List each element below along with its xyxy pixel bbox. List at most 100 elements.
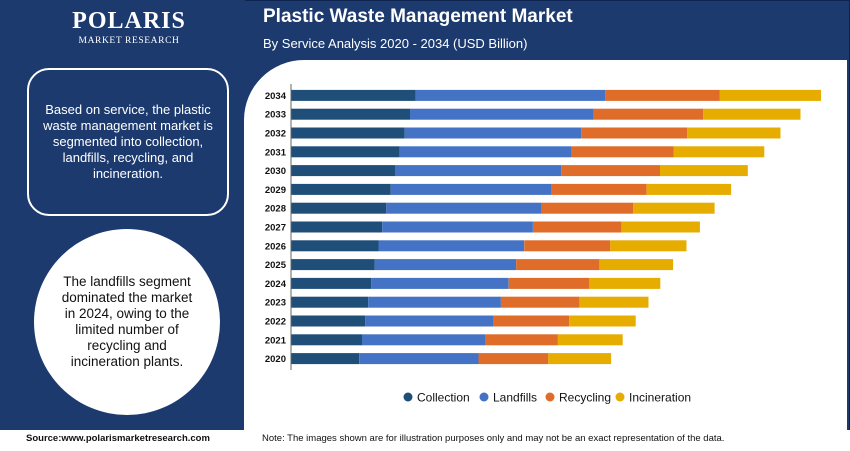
- info-box: Based on service, the plastic waste mana…: [27, 68, 229, 216]
- year-label-2026: 2026: [265, 241, 286, 252]
- bar-collection-2022: [291, 315, 366, 327]
- bar-recycling-2023: [500, 296, 580, 308]
- bar-landfills-2025: [374, 259, 517, 271]
- bar-landfills-2024: [371, 277, 509, 289]
- legend-marker-recycling: [545, 392, 555, 402]
- bar-collection-2023: [291, 296, 369, 308]
- bar-recycling-2034: [605, 89, 720, 101]
- bars-group: [290, 84, 821, 370]
- bar-recycling-2032: [581, 127, 688, 139]
- bar-landfills-2021: [362, 334, 485, 346]
- brand-tagline: MARKET RESEARCH: [78, 36, 180, 46]
- bar-collection-2028: [291, 202, 387, 214]
- bar-landfills-2027: [382, 221, 533, 233]
- bar-recycling-2024: [508, 277, 589, 289]
- bar-landfills-2022: [365, 315, 494, 327]
- bar-landfills-2034: [415, 89, 606, 101]
- bar-landfills-2029: [390, 183, 552, 195]
- info-text: Based on service, the plastic waste mana…: [43, 102, 213, 181]
- bar-recycling-2031: [571, 146, 674, 158]
- year-label-2025: 2025: [265, 260, 287, 271]
- bar-incineration-2023: [579, 296, 649, 308]
- bar-recycling-2026: [524, 240, 611, 252]
- highlight-circle: The landfills segment dominated the mark…: [34, 229, 220, 415]
- bar-incineration-2030: [660, 165, 748, 177]
- year-label-2029: 2029: [265, 185, 286, 196]
- bar-recycling-2025: [516, 259, 600, 271]
- bar-collection-2033: [291, 108, 410, 120]
- bar-incineration-2021: [557, 334, 623, 346]
- bar-collection-2025: [291, 259, 375, 271]
- bar-collection-2034: [291, 89, 416, 101]
- bar-recycling-2028: [541, 202, 634, 214]
- year-label-2033: 2033: [265, 110, 286, 121]
- legend-label-collection: Collection: [417, 391, 470, 405]
- year-label-2032: 2032: [265, 129, 286, 140]
- year-label-2020: 2020: [265, 354, 286, 365]
- source-text: Source:www.polarismarketresearch.com: [26, 433, 210, 444]
- bar-landfills-2030: [395, 165, 562, 177]
- year-label-2028: 2028: [265, 204, 286, 215]
- legend-label-landfills: Landfills: [493, 391, 537, 405]
- chart-svg: 2034 2033 2032 2031 2030 2029 2028 2027 2026 2025…: [265, 84, 821, 405]
- year-label-2022: 2022: [265, 317, 286, 328]
- bar-landfills-2020: [359, 353, 479, 365]
- year-label-2027: 2027: [265, 223, 286, 234]
- bar-recycling-2030: [561, 165, 660, 177]
- bar-landfills-2032: [404, 127, 582, 139]
- bar-incineration-2026: [610, 240, 687, 252]
- bar-landfills-2033: [410, 108, 594, 120]
- bar-incineration-2029: [646, 183, 732, 195]
- bar-collection-2024: [291, 277, 372, 289]
- bar-recycling-2033: [593, 108, 704, 120]
- bar-incineration-2020: [548, 353, 612, 365]
- bar-incineration-2032: [687, 127, 781, 139]
- bar-incineration-2028: [633, 202, 715, 214]
- bar-incineration-2034: [719, 89, 821, 101]
- year-label-2023: 2023: [265, 298, 286, 309]
- bar-incineration-2024: [589, 277, 661, 289]
- bar-incineration-2027: [621, 221, 700, 233]
- year-labels-group: 2034 2033 2032 2031 2030 2029 2028 2027 2026 2025…: [265, 91, 287, 365]
- year-label-2021: 2021: [265, 335, 287, 346]
- bar-collection-2021: [291, 334, 362, 346]
- bar-recycling-2020: [478, 353, 549, 365]
- bar-incineration-2025: [599, 259, 674, 271]
- bar-recycling-2027: [533, 221, 622, 233]
- bar-recycling-2029: [551, 183, 647, 195]
- bar-landfills-2023: [368, 296, 501, 308]
- left-panel: POLARIS MARKET RESEARCH Based on service…: [0, 0, 245, 430]
- bar-landfills-2028: [386, 202, 542, 214]
- bar-collection-2032: [291, 127, 405, 139]
- legend-label-recycling: Recycling: [559, 391, 611, 405]
- bar-collection-2029: [291, 183, 391, 195]
- year-label-2024: 2024: [265, 279, 287, 290]
- bar-recycling-2022: [493, 315, 570, 327]
- bar-recycling-2021: [485, 334, 558, 346]
- chart-title: Plastic Waste Management Market: [263, 6, 573, 27]
- bar-collection-2020: [291, 353, 360, 365]
- bar-collection-2026: [291, 240, 379, 252]
- bar-incineration-2033: [703, 108, 801, 120]
- disclaimer-note: Note: The images shown are for illustrat…: [262, 433, 725, 444]
- legend-label-incineration: Incineration: [629, 391, 691, 405]
- bar-incineration-2022: [569, 315, 636, 327]
- highlight-text: The landfills segment dominated the mark…: [61, 274, 193, 369]
- legend-group: Collection Landfills Recycling Incineration: [403, 391, 691, 405]
- footer: Source:www.polarismarketresearch.com Not…: [0, 430, 850, 451]
- legend-marker-incineration: [615, 392, 625, 402]
- brand-name: POLARIS: [72, 8, 186, 34]
- chart-subtitle: By Service Analysis 2020 - 2034 (USD Bil…: [263, 36, 528, 51]
- bar-incineration-2031: [673, 146, 765, 158]
- legend-marker-collection: [403, 392, 413, 402]
- year-label-2031: 2031: [265, 147, 287, 158]
- bar-collection-2031: [291, 146, 400, 158]
- year-label-2030: 2030: [265, 166, 286, 177]
- bar-landfills-2026: [378, 240, 525, 252]
- brand-logo: POLARIS MARKET RESEARCH: [64, 8, 194, 52]
- legend-marker-landfills: [479, 392, 489, 402]
- bar-landfills-2031: [399, 146, 571, 158]
- bar-collection-2030: [291, 165, 395, 177]
- year-label-2034: 2034: [265, 91, 287, 102]
- bar-collection-2027: [291, 221, 383, 233]
